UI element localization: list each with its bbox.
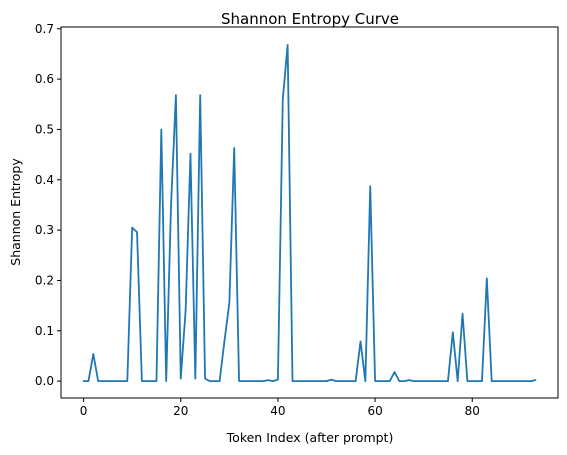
x-tick-label: 20 (173, 404, 188, 418)
y-tick-label: 0.2 (35, 273, 54, 287)
y-tick-label: 0.6 (35, 72, 54, 86)
x-tick-label: 0 (80, 404, 88, 418)
y-tick-label: 0.5 (35, 122, 54, 136)
plot-frame (60, 26, 559, 399)
series-layer (82, 43, 537, 383)
y-tick-label: 0.7 (35, 22, 54, 36)
entropy-series-line (82, 43, 537, 383)
y-tick-label: 0.1 (35, 324, 54, 338)
y-tick-label: 0.0 (35, 374, 54, 388)
chart-title: Shannon Entropy Curve (221, 10, 399, 28)
y-tick-label: 0.3 (35, 223, 54, 237)
x-tick-label: 80 (465, 404, 480, 418)
x-axis-label: Token Index (after prompt) (226, 430, 394, 445)
y-tick-label: 0.4 (35, 173, 54, 187)
x-tick-label: 40 (270, 404, 285, 418)
x-tick-label: 60 (367, 404, 382, 418)
x-axis: 0 20 40 60 80 (80, 398, 480, 418)
y-axis-label: Shannon Entropy (8, 158, 23, 266)
y-axis: 0.0 0.1 0.2 0.3 0.4 0.5 0.6 0.7 (35, 22, 61, 388)
